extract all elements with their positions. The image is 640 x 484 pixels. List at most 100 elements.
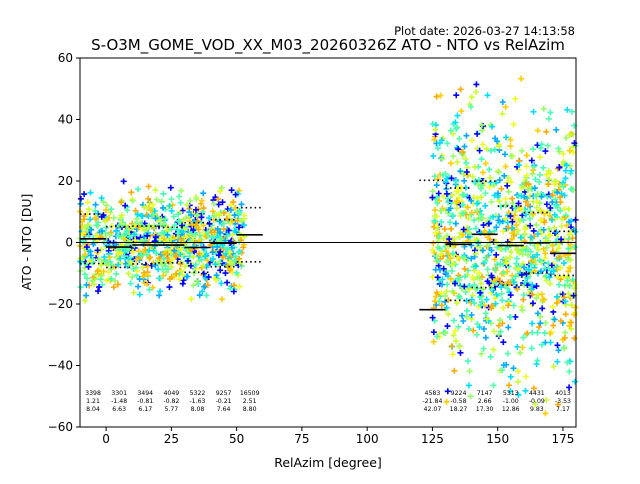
scatter-point: [479, 215, 486, 222]
scatter-point: [540, 164, 547, 171]
scatter-point: [183, 214, 190, 221]
scatter-point: [478, 156, 485, 163]
scatter-point: [231, 212, 238, 219]
scatter-point: [156, 292, 163, 299]
scatter-point: [194, 212, 201, 219]
scatter-point: [457, 86, 464, 93]
scatter-point: [447, 219, 454, 226]
scatter-point: [217, 188, 224, 195]
scatter-point: [523, 180, 530, 187]
scatter-point: [545, 181, 552, 188]
scatter-point: [541, 219, 548, 226]
scatter-point: [478, 211, 485, 218]
scatter-point: [188, 295, 195, 302]
scatter-point: [453, 338, 460, 345]
scatter-point: [146, 247, 153, 254]
scatter-point: [518, 75, 525, 82]
scatter-point: [493, 291, 500, 298]
scatter-point: [502, 255, 509, 262]
scatter-point: [529, 320, 536, 327]
scatter-point: [429, 246, 436, 253]
scatter-point: [484, 242, 491, 249]
scatter-point: [110, 214, 117, 221]
scatter-point: [566, 384, 573, 391]
scatter-point: [146, 286, 153, 293]
scatter-point: [479, 122, 486, 129]
x-tick-label: 50: [229, 432, 244, 446]
scatter-point: [133, 215, 140, 222]
bin-stat-label: 3398: [85, 390, 101, 397]
scatter-point: [102, 207, 109, 214]
scatter-point: [479, 127, 486, 134]
bin-stat-label: 1.21: [86, 398, 100, 405]
scatter-point: [534, 329, 541, 336]
scatter-point: [433, 93, 440, 100]
scatter-point: [507, 136, 514, 143]
scatter-point: [81, 297, 88, 304]
scatter-point: [514, 343, 521, 350]
scatter-point: [465, 382, 472, 389]
scatter-point: [218, 296, 225, 303]
scatter-point: [126, 233, 133, 240]
scatter-point: [460, 253, 467, 260]
scatter-point: [127, 280, 134, 287]
scatter-point: [452, 119, 459, 126]
scatter-point: [220, 226, 227, 233]
scatter-point: [209, 208, 216, 215]
scatter-point: [198, 214, 205, 221]
scatter-point: [436, 245, 443, 252]
scatter-point: [465, 326, 472, 332]
scatter-point: [515, 266, 522, 273]
scatter-point: [522, 373, 529, 380]
scatter-point: [444, 140, 451, 147]
bin-stat-label: 16509: [240, 390, 260, 397]
scatter-point: [466, 368, 473, 375]
scatter-point: [228, 244, 235, 251]
scatter-point: [458, 108, 465, 115]
bin-stat-label: 8.04: [86, 406, 100, 413]
scatter-point: [478, 350, 485, 357]
scatter-point: [535, 246, 542, 253]
scatter-point: [554, 189, 561, 196]
scatter-point: [450, 332, 457, 339]
scatter-point: [504, 182, 511, 189]
scatter-point: [168, 196, 175, 203]
scatter-point: [440, 265, 447, 272]
scatter-point: [164, 231, 171, 238]
scatter-point: [518, 192, 525, 199]
scatter-point: [476, 147, 483, 154]
scatter-point: [152, 187, 159, 194]
scatter-point: [549, 216, 556, 223]
scatter-point: [470, 276, 477, 283]
scatter-point: [441, 226, 448, 233]
scatter-point: [117, 214, 124, 221]
scatter-point: [167, 275, 174, 282]
scatter-point: [477, 185, 484, 192]
scatter-point: [536, 207, 543, 214]
scatter-point: [468, 197, 475, 204]
scatter-point: [92, 201, 99, 208]
scatter-point: [202, 253, 209, 260]
scatter-point: [534, 357, 541, 364]
scatter-point: [148, 207, 155, 214]
scatter-point: [535, 324, 542, 331]
scatter-point: [560, 150, 567, 157]
scatter-point: [175, 230, 182, 237]
y-tick-label: −40: [48, 359, 73, 373]
scatter-point: [555, 297, 562, 304]
scatter-point: [567, 264, 574, 271]
scatter-point: [177, 199, 184, 206]
scatter-point: [541, 330, 548, 337]
scatter-point: [551, 316, 558, 323]
scatter-point: [214, 243, 221, 250]
scatter-point: [131, 221, 138, 228]
scatter-point: [470, 327, 477, 334]
scatter-point: [452, 327, 459, 334]
scatter-point: [504, 350, 511, 357]
scatter-point: [543, 128, 550, 135]
scatter-point: [468, 296, 475, 303]
scatter-point: [568, 167, 575, 174]
scatter-point: [431, 136, 438, 143]
scatter-points: [77, 75, 579, 417]
